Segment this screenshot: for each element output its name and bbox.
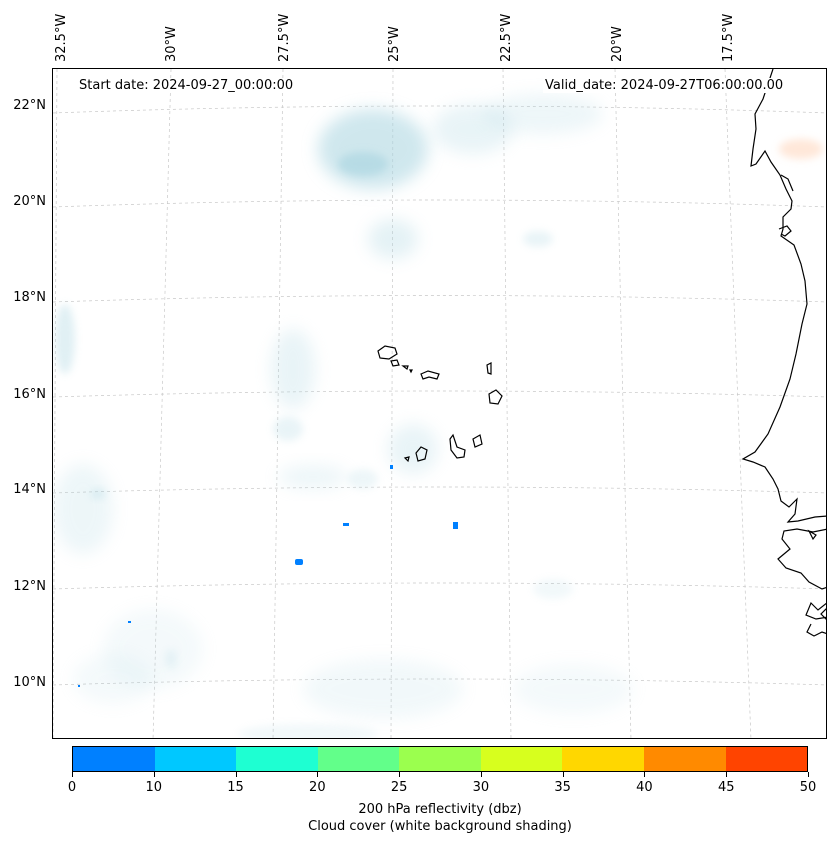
lat-label-22n: 22°N bbox=[13, 98, 46, 113]
map-canvas bbox=[53, 69, 826, 738]
colorbar-tick-5 bbox=[480, 772, 482, 777]
colorbar-tick-9 bbox=[808, 772, 809, 777]
colorbar-tick-label-7: 40 bbox=[636, 780, 653, 795]
colorbar-tick-0 bbox=[72, 772, 73, 777]
lon-label-32-5w: 32.5°W bbox=[54, 13, 69, 62]
lon-label-30w: 30°W bbox=[164, 26, 179, 62]
colorbar-tick-label-0: 0 bbox=[67, 780, 77, 795]
lon-label-25w: 25°W bbox=[387, 26, 402, 62]
colorbar-tick-label-3: 20 bbox=[309, 780, 326, 795]
colorbar-tick-2 bbox=[235, 772, 237, 777]
lon-label-20w: 20°W bbox=[610, 26, 625, 62]
colorbar-segment-1 bbox=[154, 747, 237, 771]
colorbar-title: 200 hPa reflectivity (dbz) bbox=[358, 802, 522, 817]
reflectivity-cells bbox=[78, 465, 458, 687]
colorbar-tick-label-8: 45 bbox=[717, 780, 735, 795]
colorbar-segment-8 bbox=[725, 747, 808, 771]
colorbar-tick-label-5: 30 bbox=[472, 780, 490, 795]
colorbar-segment-4 bbox=[399, 747, 481, 771]
lon-label-17-5w: 17.5°W bbox=[721, 13, 736, 62]
colorbar-tick-label-2: 15 bbox=[227, 780, 244, 795]
colorbar-segment-7 bbox=[643, 747, 726, 771]
colorbar-tick-label-4: 25 bbox=[390, 780, 408, 795]
colorbar-tick-8 bbox=[726, 772, 728, 777]
reflectivity-colorbar bbox=[72, 746, 808, 772]
colorbar-tick-label-6: 35 bbox=[554, 780, 571, 795]
colorbar-segment-3 bbox=[317, 747, 400, 771]
colorbar-tick-4 bbox=[399, 772, 401, 777]
lat-label-12n: 12°N bbox=[13, 579, 46, 594]
colorbar-tick-1 bbox=[153, 772, 155, 777]
colorbar-subtitle: Cloud cover (white background shading) bbox=[308, 819, 572, 834]
colorbar-segment-5 bbox=[480, 747, 563, 771]
colorbar-tick-label-1: 10 bbox=[145, 780, 163, 795]
valid-date-label: Valid_date: 2024-09-27T06:00:00.00 bbox=[543, 78, 786, 93]
reflectivity-faint-patch bbox=[779, 139, 823, 159]
lon-label-27-5w: 27.5°W bbox=[277, 13, 292, 62]
colorbar-segment-6 bbox=[562, 747, 644, 771]
lat-label-10n: 10°N bbox=[13, 675, 46, 690]
lat-label-20n: 20°N bbox=[13, 194, 46, 209]
colorbar-segment-0 bbox=[73, 747, 155, 771]
cloud-cover-shading bbox=[53, 94, 633, 738]
colorbar-tick-6 bbox=[562, 772, 564, 777]
lon-label-22-5w: 22.5°W bbox=[499, 13, 514, 62]
lat-label-16n: 16°N bbox=[13, 387, 46, 402]
lat-label-14n: 14°N bbox=[13, 482, 46, 497]
map-panel bbox=[52, 68, 827, 739]
colorbar-tick-7 bbox=[644, 772, 646, 777]
colorbar-tick-3 bbox=[317, 772, 319, 777]
coastlines bbox=[377, 69, 826, 637]
start-date-label: Start date: 2024-09-27_00:00:00 bbox=[77, 78, 296, 93]
colorbar-tick-label-9: 50 bbox=[799, 780, 817, 795]
colorbar-segment-2 bbox=[236, 747, 318, 771]
lat-label-18n: 18°N bbox=[13, 290, 46, 305]
